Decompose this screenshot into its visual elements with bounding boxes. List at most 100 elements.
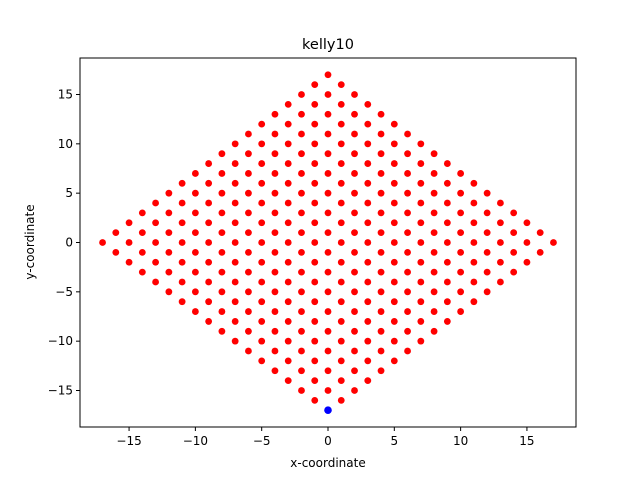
data-point [311,140,319,148]
data-point [404,189,411,197]
data-point [218,288,226,296]
data-point [245,268,252,276]
data-point [483,288,491,296]
data-point [351,110,358,118]
data-point [271,130,279,138]
data-point [430,308,438,315]
data-point [443,278,451,286]
data-point [497,258,504,266]
data-point [311,377,319,385]
data-point [364,258,372,266]
data-point [231,239,239,246]
data-point [457,288,465,296]
data-point [404,308,411,315]
data-point [364,100,372,108]
data-point [404,150,411,158]
data-point [311,278,319,286]
data-point [218,308,226,315]
data-point [497,278,504,286]
data-point [258,337,266,345]
data-point [470,199,478,207]
data-point [390,337,398,345]
data-point [284,160,292,167]
data-point [191,170,199,177]
data-point [178,298,186,306]
data-point [351,327,358,335]
data-point [404,288,411,296]
x-tick-label: −15 [116,434,141,448]
data-point [271,308,279,315]
data-point [298,130,305,138]
data-point [351,347,358,355]
x-tick-label: 0 [324,434,332,448]
data-point [271,347,279,355]
data-point [337,219,345,227]
data-point [125,239,133,246]
data-point [231,337,239,345]
data-point [351,229,358,237]
data-point [510,209,518,217]
data-point [377,110,385,118]
data-point [417,337,425,345]
data-point [377,130,385,138]
data-point [311,337,319,345]
plot-area [79,57,577,428]
data-point [284,298,292,306]
data-point [337,199,345,207]
data-point [311,120,319,128]
data-point [324,248,332,256]
data-point [245,288,252,296]
data-point [430,150,438,158]
data-point [351,170,358,177]
data-point [231,199,239,207]
x-tick-label: 10 [453,434,468,448]
data-point [404,209,411,217]
x-tick-label: −5 [253,434,271,448]
data-point [218,268,226,276]
data-point [284,258,292,266]
data-point [404,170,411,177]
data-point [245,248,252,256]
data-point [165,209,173,217]
data-point [324,229,332,237]
data-point [245,209,252,217]
data-point [417,199,425,207]
data-point [457,209,465,217]
data-point [443,298,451,306]
data-point [231,179,239,187]
data-point [112,248,120,256]
data-point [218,189,226,197]
data-point [351,91,358,98]
data-point [152,258,159,266]
data-point [337,278,345,286]
data-point [443,258,451,266]
data-point [311,199,319,207]
data-point [324,130,332,138]
data-point [417,278,425,286]
data-point [351,308,358,315]
data-point [497,199,504,207]
data-point [351,130,358,138]
data-point [443,160,451,167]
data-point [443,219,451,227]
data-point [178,258,186,266]
data-point [390,160,398,167]
data-point [165,189,173,197]
data-point [523,219,531,227]
data-point [351,268,358,276]
data-point [152,278,159,286]
data-point [377,170,385,177]
data-point [284,278,292,286]
data-point [311,298,319,306]
data-point [191,229,199,237]
data-point [298,347,305,355]
data-point [191,248,199,256]
data-point [218,209,226,217]
data-point [364,120,372,128]
data-point [417,318,425,325]
data-point [231,219,239,227]
data-point [284,239,292,246]
data-point [112,229,120,237]
data-point [430,268,438,276]
data-point [457,248,465,256]
